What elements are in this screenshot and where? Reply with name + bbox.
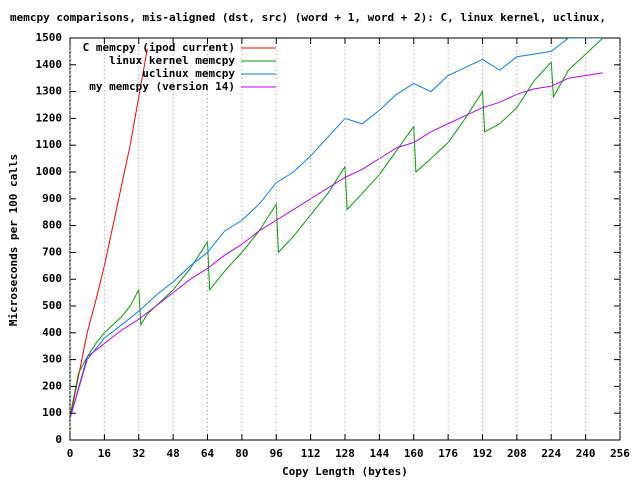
y-axis-label: Microseconds per 100 calls (7, 154, 20, 326)
x-tick-label: 48 (167, 447, 180, 460)
x-tick-label: 96 (270, 447, 284, 460)
x-tick-label: 208 (507, 447, 527, 460)
y-tick-label: 900 (42, 192, 62, 205)
x-tick-label: 256 (610, 447, 630, 460)
y-tick-label: 1200 (36, 111, 63, 124)
x-tick-label: 0 (67, 447, 74, 460)
y-tick-label: 300 (42, 353, 62, 366)
y-tick-label: 600 (42, 272, 62, 285)
x-tick-label: 32 (132, 447, 145, 460)
x-tick-label: 80 (235, 447, 248, 460)
legend-label: C memcpy (ipod current) (83, 41, 235, 54)
y-tick-label: 100 (42, 406, 62, 419)
y-tick-label: 400 (42, 326, 62, 339)
x-tick-label: 16 (98, 447, 112, 460)
chart-title: memcpy comparisons, mis-aligned (dst, sr… (10, 11, 606, 24)
series-line (70, 38, 604, 416)
legend-label: my memcpy (version 14) (89, 80, 235, 93)
x-tick-label: 64 (201, 447, 215, 460)
legend-label: linux kernel memcpy (109, 54, 235, 67)
y-tick-label: 500 (42, 299, 62, 312)
x-tick-label: 112 (301, 447, 321, 460)
series-line (70, 38, 603, 419)
x-tick-label: 192 (473, 447, 493, 460)
y-tick-label: 1500 (36, 31, 63, 44)
x-tick-label: 160 (404, 447, 424, 460)
y-tick-label: 200 (42, 379, 62, 392)
y-tick-label: 1100 (36, 138, 63, 151)
x-tick-label: 224 (541, 447, 561, 460)
x-tick-label: 176 (438, 447, 458, 460)
y-tick-label: 1400 (36, 58, 63, 71)
y-tick-label: 0 (55, 433, 62, 446)
x-tick-label: 128 (335, 447, 355, 460)
x-axis-label: Copy Length (bytes) (282, 465, 408, 478)
y-tick-label: 800 (42, 219, 62, 232)
legend-label: uclinux memcpy (142, 67, 235, 80)
x-tick-label: 144 (369, 447, 389, 460)
y-tick-label: 700 (42, 245, 62, 258)
y-tick-label: 1000 (36, 165, 63, 178)
y-tick-label: 1300 (36, 85, 63, 98)
series-line (70, 48, 148, 419)
series-line (70, 72, 603, 419)
x-tick-label: 240 (576, 447, 596, 460)
